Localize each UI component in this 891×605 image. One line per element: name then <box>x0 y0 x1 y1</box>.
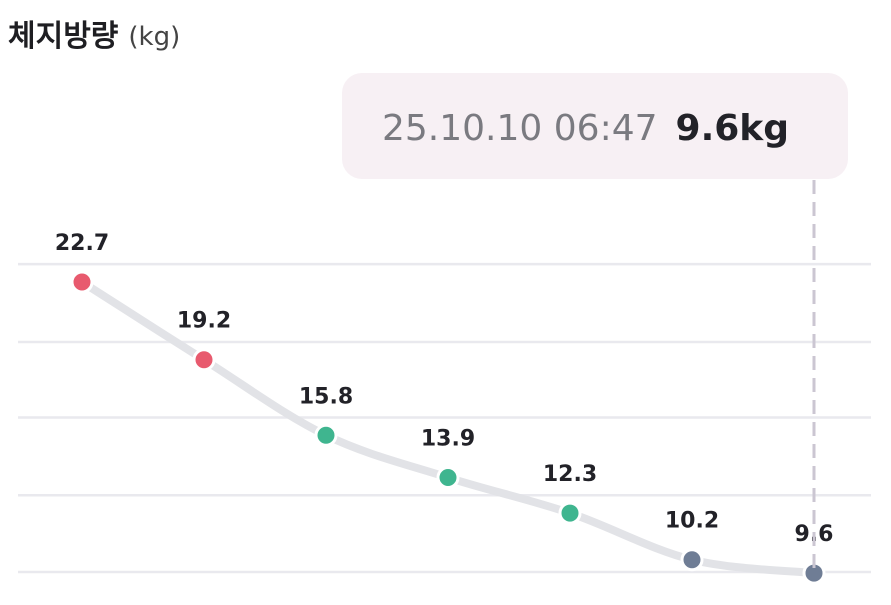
point <box>192 348 216 372</box>
chart-heading: 체지방량 (kg) <box>8 19 180 54</box>
tooltip: 25.10.10 06:47 9.6kg <box>342 73 848 573</box>
data-label: 13.9 <box>421 427 475 452</box>
point <box>314 423 338 447</box>
point <box>436 466 460 490</box>
point <box>70 270 94 294</box>
data-label: 15.8 <box>299 384 353 409</box>
tooltip-value: 9.6kg <box>676 108 789 149</box>
point <box>680 548 704 572</box>
tooltip-text: 25.10.10 06:47 9.6kg <box>382 108 789 149</box>
data-label: 22.7 <box>55 231 109 256</box>
data-label: 19.2 <box>177 309 231 334</box>
data-label: 10.2 <box>665 509 719 534</box>
tooltip-date: 25.10.10 06:47 <box>382 108 658 149</box>
data-label: 12.3 <box>543 462 597 487</box>
tooltip-box <box>342 73 848 179</box>
chart-title: 체지방량 <box>8 19 119 54</box>
chart-unit: (kg) <box>128 22 180 52</box>
point <box>558 501 582 525</box>
